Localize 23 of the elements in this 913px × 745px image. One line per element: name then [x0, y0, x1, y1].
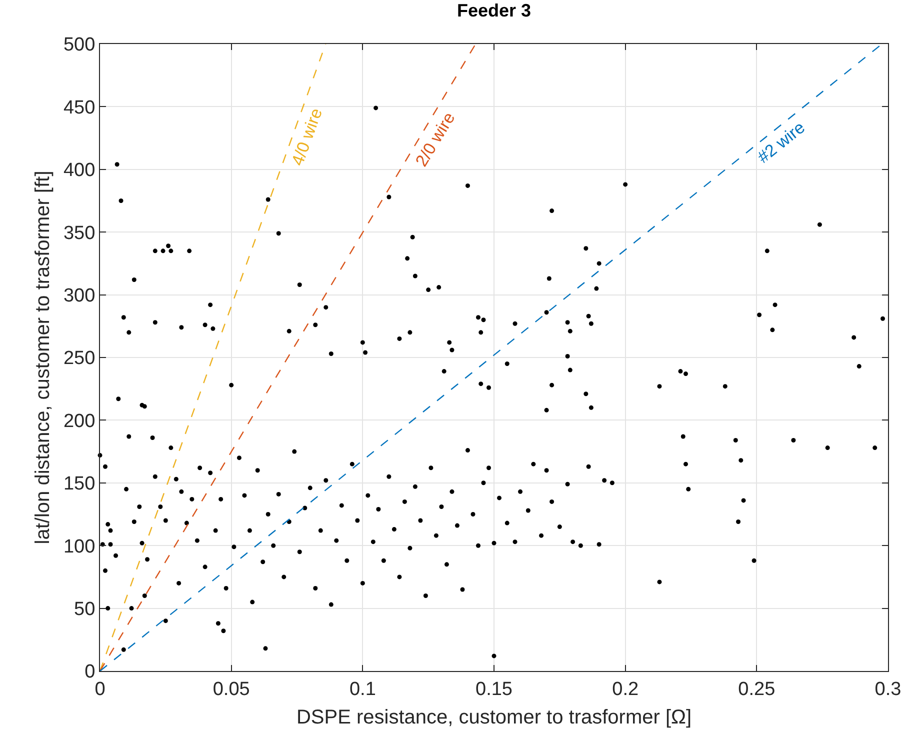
x-tick-label: 0.05 [212, 678, 250, 700]
x-tick-label: 0.25 [738, 678, 776, 700]
x-tick-label: 0.3 [874, 678, 902, 700]
y-tick-label: 350 [63, 222, 96, 244]
text: #2 wire [754, 118, 809, 167]
y-tick-label: 150 [63, 474, 96, 495]
y-tick-label: 450 [63, 97, 96, 118]
y-tick-label: 400 [63, 160, 96, 182]
y-axis-title: lat/lon distance, customer to trasformer [ft] [32, 170, 54, 544]
y-tick-label: 50 [74, 598, 96, 620]
y-tick-label: 0 [84, 662, 96, 683]
y-tick-label: 250 [63, 348, 96, 370]
x-tick-label: 0.2 [612, 678, 639, 700]
y-tick-label: 200 [63, 410, 96, 432]
x-tick-label: 0.1 [349, 678, 376, 700]
text: 2/0 wire [412, 109, 459, 170]
y-tick-label: 500 [63, 34, 96, 56]
x-tick-label: 0.15 [476, 678, 512, 700]
text: 4/0 wire [288, 106, 326, 168]
y-tick-label: 300 [63, 285, 96, 306]
x-axis-title: DSPE resistance, customer to trasformer [Ω] [296, 706, 692, 728]
chart-title: Feeder 3 [456, 0, 532, 21]
y-tick-label: 100 [63, 536, 96, 558]
